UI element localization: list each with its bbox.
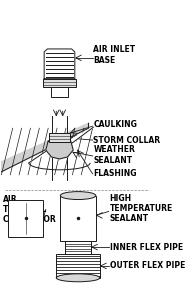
Text: FLASHING: FLASHING — [93, 169, 137, 178]
Polygon shape — [46, 141, 73, 159]
Bar — [60, 196, 96, 241]
Bar — [51, 87, 68, 97]
Text: HIGH
TEMPERATURE
SEALANT: HIGH TEMPERATURE SEALANT — [110, 194, 173, 224]
Text: AIR
TERMINAL
CONNECTOR: AIR TERMINAL CONNECTOR — [3, 194, 57, 224]
Ellipse shape — [60, 192, 96, 200]
Text: OUTER FLEX PIPE: OUTER FLEX PIPE — [110, 261, 185, 270]
Bar — [56, 254, 100, 278]
Text: CAULKING: CAULKING — [93, 120, 137, 129]
Polygon shape — [29, 127, 93, 163]
Text: STORM COLLAR: STORM COLLAR — [93, 136, 161, 145]
Polygon shape — [1, 123, 89, 172]
Text: WEATHER
SEALANT: WEATHER SEALANT — [93, 145, 135, 165]
Ellipse shape — [56, 274, 100, 282]
Text: AIR INLET
BASE: AIR INLET BASE — [93, 45, 136, 64]
Polygon shape — [44, 49, 75, 79]
Bar — [42, 79, 77, 87]
Bar — [8, 200, 43, 237]
Bar — [49, 133, 70, 142]
Text: INNER FLEX PIPE: INNER FLEX PIPE — [110, 243, 183, 252]
